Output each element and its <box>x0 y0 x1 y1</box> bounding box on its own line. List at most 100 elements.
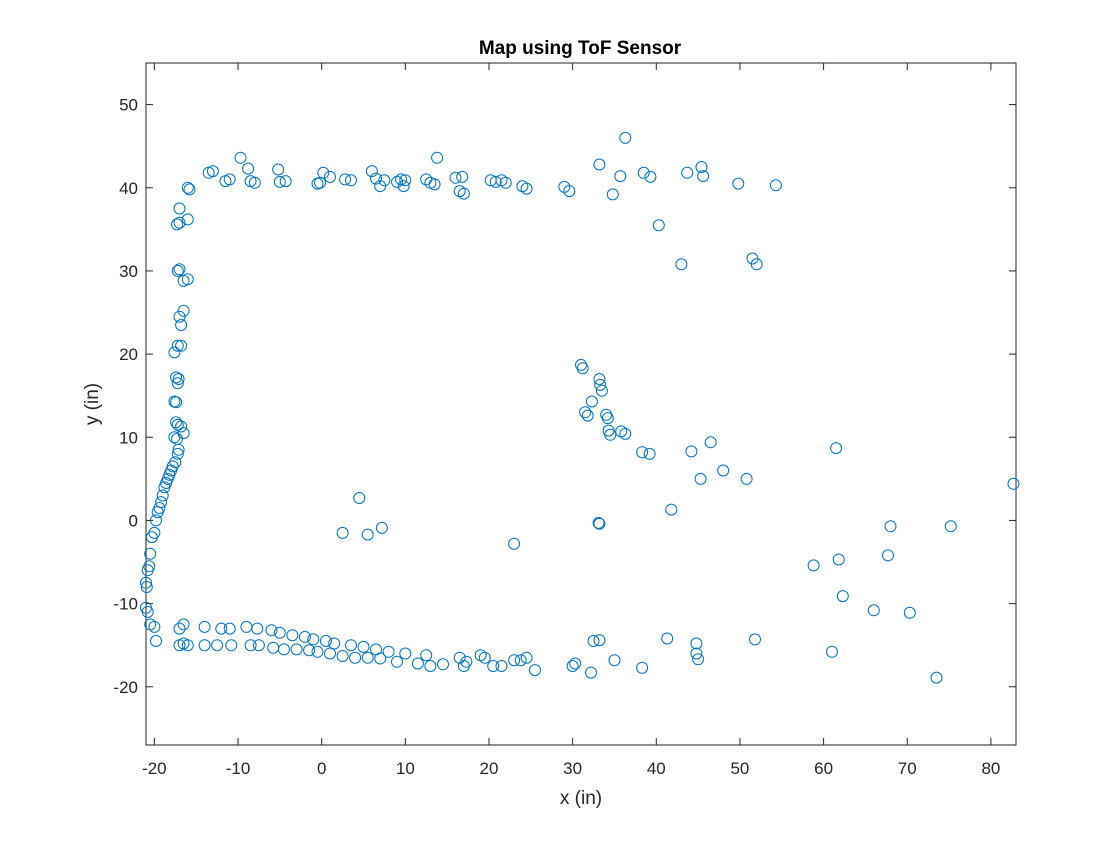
data-point <box>585 666 597 679</box>
data-point <box>382 645 395 658</box>
data-point <box>145 531 158 544</box>
data-point <box>593 517 606 530</box>
data-point <box>278 643 290 656</box>
data-point <box>428 178 441 191</box>
data-point <box>311 645 324 658</box>
data-point <box>399 174 412 187</box>
data-point <box>181 181 194 194</box>
data-point <box>272 163 285 176</box>
data-point <box>374 652 387 665</box>
x-tick-label: 40 <box>647 759 666 778</box>
data-point <box>171 377 184 390</box>
data-point <box>685 445 698 458</box>
data-point <box>168 395 181 408</box>
data-point <box>644 170 657 183</box>
data-point <box>867 604 880 617</box>
data-point <box>378 174 391 187</box>
y-tick-label: 50 <box>119 96 138 115</box>
data-point <box>592 516 605 529</box>
data-point <box>399 647 412 660</box>
data-point <box>636 661 649 674</box>
data-point <box>141 605 154 618</box>
data-point <box>349 651 362 664</box>
data-point <box>594 378 607 391</box>
data-point <box>665 503 678 516</box>
data-point <box>585 395 598 408</box>
y-axis-label: y (in) <box>82 383 103 425</box>
data-point <box>944 520 957 533</box>
data-point <box>637 166 650 179</box>
data-point <box>177 618 190 631</box>
data-point <box>215 622 228 635</box>
y-tick-label: 30 <box>119 262 138 281</box>
data-point <box>171 264 184 277</box>
data-point <box>732 177 745 190</box>
data-point <box>148 620 161 633</box>
data-point <box>298 630 311 643</box>
data-point <box>242 162 255 175</box>
data-point <box>198 639 211 652</box>
data-point <box>457 187 470 200</box>
data-point <box>183 183 196 196</box>
data-point <box>884 520 897 533</box>
data-point <box>489 175 502 188</box>
data-point <box>211 639 224 652</box>
data-point <box>144 547 157 560</box>
data-point <box>391 655 403 668</box>
data-point <box>173 622 186 635</box>
data-point <box>225 639 238 652</box>
data-point <box>251 622 264 635</box>
data-point <box>252 639 265 652</box>
x-tick-label: 70 <box>898 759 917 778</box>
data-point <box>170 371 183 384</box>
y-axis: -20 -10 0 10 20 30 40 50 <box>113 96 1016 697</box>
y-tick-label: 40 <box>119 179 138 198</box>
y-tick-label: -20 <box>113 678 138 697</box>
data-point <box>234 151 247 164</box>
data-point <box>172 443 185 456</box>
data-point <box>636 446 649 459</box>
data-point <box>460 655 473 668</box>
data-point <box>508 654 521 667</box>
data-point <box>339 173 352 186</box>
data-point <box>694 472 707 485</box>
data-point <box>563 185 576 198</box>
data-point <box>661 632 674 645</box>
data-point <box>411 657 424 670</box>
data-point <box>807 559 820 572</box>
data-point <box>177 304 190 317</box>
data-point <box>395 173 408 186</box>
data-point <box>286 629 299 642</box>
data-point <box>495 660 508 672</box>
data-point <box>566 660 579 672</box>
data-point <box>830 442 843 455</box>
data-point <box>172 373 185 385</box>
data-point <box>487 660 500 672</box>
data-point <box>508 537 521 550</box>
data-point <box>357 640 370 653</box>
data-point <box>173 263 186 276</box>
data-point <box>619 131 632 144</box>
data-point <box>717 464 730 477</box>
data-point <box>499 176 512 189</box>
data-point <box>361 651 374 664</box>
data-point <box>704 436 717 449</box>
data-point <box>697 170 710 183</box>
data-point <box>749 633 761 646</box>
data-point <box>206 165 219 178</box>
data-point <box>614 170 627 183</box>
data-point <box>595 384 608 397</box>
data-point <box>336 650 349 662</box>
data-point <box>324 647 336 660</box>
data-point <box>168 346 181 359</box>
y-tick-label: 10 <box>119 428 138 447</box>
x-tick-label: 60 <box>814 759 833 778</box>
data-point <box>690 647 703 660</box>
data-point <box>353 492 366 504</box>
data-point <box>930 671 943 684</box>
data-point <box>581 409 594 422</box>
x-tick-label: 20 <box>480 759 499 778</box>
data-point <box>303 644 316 657</box>
data-point <box>740 472 753 485</box>
